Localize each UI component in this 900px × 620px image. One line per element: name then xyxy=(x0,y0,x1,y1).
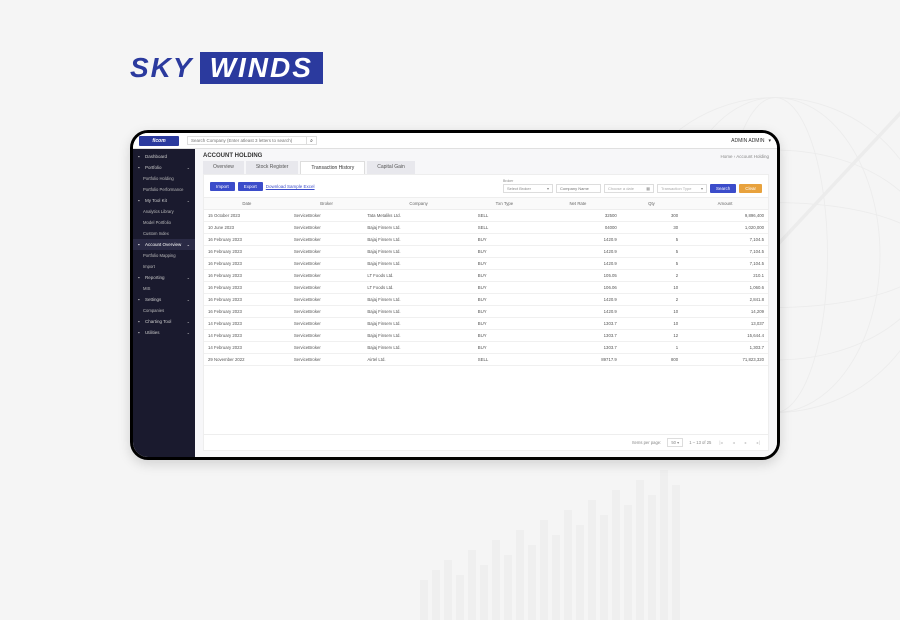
page-title: ACCOUNT HOLDING xyxy=(203,153,262,159)
table-row: 16 February 2023ServiceBrokerBajaj Finse… xyxy=(204,246,768,258)
sidebar-item-charting-tool[interactable]: ▪Charting Tool⌄ xyxy=(133,316,195,327)
utilities-icon: ▪ xyxy=(138,330,142,334)
prev-page-button[interactable]: ◂ xyxy=(731,440,737,445)
chevron-down-icon: ⌄ xyxy=(187,198,190,203)
sidebar-item-utilities[interactable]: ▪Utilities⌄ xyxy=(133,327,195,338)
topbar: ficom ⌕ ADMIN ADMIN ▾ xyxy=(133,133,777,149)
portfolio-icon: ▪ xyxy=(138,165,142,169)
settings-icon: ▪ xyxy=(138,297,142,301)
chevron-down-icon: ⌄ xyxy=(187,275,190,280)
broker-filter-label: Broker xyxy=(503,179,553,183)
col-txn-type: Txn Type xyxy=(474,198,535,210)
sidebar-subitem-portfolio-performance[interactable]: Portfolio Performance xyxy=(133,184,195,195)
toolbar: Import Export Download Sample Excel Brok… xyxy=(204,175,768,198)
calendar-icon: ▦ xyxy=(646,186,650,191)
col-amount: Amount xyxy=(682,198,768,210)
sidebar-subitem-companies[interactable]: Companies xyxy=(133,305,195,316)
table-row: 29 November 2022ServiceBrokerAirtel Ltd.… xyxy=(204,354,768,366)
table-row: 14 February 2023ServiceBrokerBajaj Finse… xyxy=(204,342,768,354)
clear-button[interactable]: Clear xyxy=(739,184,762,193)
pagination: Items per page: 50 ▾ 1 – 13 of 25 |◂ ◂ ▸… xyxy=(204,434,768,450)
account-icon: ▪ xyxy=(138,242,142,246)
brand-logo-part2: WINDS xyxy=(200,52,323,84)
import-button[interactable]: Import xyxy=(210,182,235,191)
table-row: 16 February 2023ServiceBrokerBajaj Finse… xyxy=(204,234,768,246)
sidebar: ▪Dashboard▪Portfolio⌄Portfolio HoldingPo… xyxy=(133,149,195,457)
col-qty: Qty xyxy=(621,198,682,210)
chevron-down-icon: ▾ xyxy=(701,186,703,191)
chevron-down-icon: ⌄ xyxy=(187,297,190,302)
breadcrumb: Home › Account Holding xyxy=(720,154,769,159)
tab-stock-register[interactable]: Stock Register xyxy=(246,161,299,174)
export-button[interactable]: Export xyxy=(238,182,263,191)
sidebar-item-my-tool-kit[interactable]: ▪My Tool Kit⌄ xyxy=(133,195,195,206)
tab-transaction-history[interactable]: Transaction History xyxy=(300,161,365,174)
table-row: 16 February 2023ServiceBrokerLT Foods Lt… xyxy=(204,270,768,282)
sidebar-subitem-analytics-library[interactable]: Analytics Library xyxy=(133,206,195,217)
tab-overview[interactable]: Overview xyxy=(203,161,244,174)
col-net-rate: Net Rate xyxy=(535,198,621,210)
items-per-page-label: Items per page: xyxy=(632,440,661,445)
user-name: ADMIN ADMIN xyxy=(731,138,764,144)
tabs: OverviewStock RegisterTransaction Histor… xyxy=(195,161,777,174)
dashboard-icon: ▪ xyxy=(138,154,142,158)
table-row: 16 February 2023ServiceBrokerLT Foods Lt… xyxy=(204,282,768,294)
txtype-select[interactable]: Transaction Type ▾ xyxy=(657,184,707,193)
sidebar-item-account-overview[interactable]: ▪Account Overview⌄ xyxy=(133,239,195,250)
broker-select[interactable]: Select Broker ▾ xyxy=(503,184,553,193)
table-row: 16 February 2023ServiceBrokerBajaj Finse… xyxy=(204,258,768,270)
chevron-down-icon: ⌄ xyxy=(187,330,190,335)
table-row: 10 June 2023ServiceBrokerBajaj Finserv L… xyxy=(204,222,768,234)
brand-logo-part1: SKY xyxy=(130,52,194,84)
sidebar-item-reporting[interactable]: ▪Reporting⌄ xyxy=(133,272,195,283)
sidebar-subitem-portfolio-holding[interactable]: Portfolio Holding xyxy=(133,173,195,184)
search-input[interactable] xyxy=(187,136,307,145)
sidebar-item-settings[interactable]: ▪Settings⌄ xyxy=(133,294,195,305)
table-row: 16 February 2023ServiceBrokerBajaj Finse… xyxy=(204,294,768,306)
sidebar-subitem-custom-index[interactable]: Custom Index xyxy=(133,228,195,239)
search-button[interactable]: ⌕ xyxy=(307,136,317,145)
table-row: 14 February 2023ServiceBrokerBajaj Finse… xyxy=(204,318,768,330)
company-filter-input[interactable] xyxy=(556,184,601,193)
chevron-down-icon: ⌄ xyxy=(187,319,190,324)
items-per-page-select[interactable]: 50 ▾ xyxy=(667,438,683,447)
chart-icon: ▪ xyxy=(138,319,142,323)
chevron-down-icon: ▾ xyxy=(547,186,549,191)
download-sample-link[interactable]: Download Sample Excel xyxy=(266,184,315,189)
chevron-down-icon: ⌄ xyxy=(187,242,190,247)
reporting-icon: ▪ xyxy=(138,275,142,279)
col-company: Company xyxy=(363,198,473,210)
device-frame: ficom ⌕ ADMIN ADMIN ▾ ▪Dashboard▪Portfol… xyxy=(130,130,780,460)
toolkit-icon: ▪ xyxy=(138,198,142,202)
sidebar-item-portfolio[interactable]: ▪Portfolio⌄ xyxy=(133,162,195,173)
sidebar-item-dashboard[interactable]: ▪Dashboard xyxy=(133,151,195,162)
col-date: Date xyxy=(204,198,290,210)
search-button[interactable]: Search xyxy=(710,184,736,193)
brand-logo: SKY WINDS xyxy=(130,52,323,84)
first-page-button[interactable]: |◂ xyxy=(717,440,724,445)
table-row: 16 February 2023ServiceBrokerBajaj Finse… xyxy=(204,306,768,318)
sidebar-subitem-import[interactable]: Import xyxy=(133,261,195,272)
date-filter-input[interactable]: Choose a date ▦ xyxy=(604,184,654,193)
user-menu-caret[interactable]: ▾ xyxy=(768,138,771,144)
search-icon: ⌕ xyxy=(310,138,313,144)
tab-capital-gain[interactable]: Capital Gain xyxy=(367,161,415,174)
page-range: 1 – 13 of 25 xyxy=(689,440,711,445)
sidebar-subitem-mis[interactable]: MIS xyxy=(133,283,195,294)
transaction-table: DateBrokerCompanyTxn TypeNet RateQtyAmou… xyxy=(204,198,768,366)
last-page-button[interactable]: ▸| xyxy=(755,440,762,445)
next-page-button[interactable]: ▸ xyxy=(743,440,749,445)
col-broker: Broker xyxy=(290,198,364,210)
sidebar-subitem-model-portfolio[interactable]: Model Portfolio xyxy=(133,217,195,228)
table-row: 15 October 2023ServiceBrokerTata Metalik… xyxy=(204,210,768,222)
app-logo: ficom xyxy=(139,136,179,146)
sidebar-subitem-portfolio-mapping[interactable]: Portfolio Mapping xyxy=(133,250,195,261)
table-row: 14 February 2023ServiceBrokerBajaj Finse… xyxy=(204,330,768,342)
chevron-down-icon: ⌄ xyxy=(187,165,190,170)
